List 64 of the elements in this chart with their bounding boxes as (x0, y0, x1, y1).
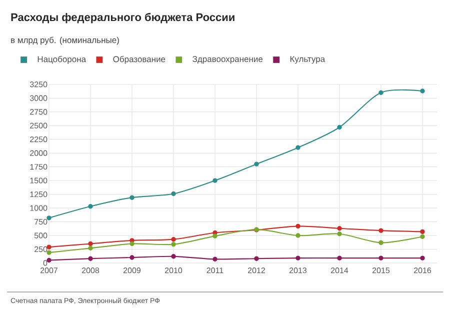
x-tick-label: 2015 (372, 268, 390, 274)
point (212, 178, 218, 183)
point (337, 256, 342, 260)
y-tick-label: 2500 (30, 122, 48, 128)
point (296, 256, 300, 260)
y-tick-label: 0 (43, 260, 48, 266)
x-tick-label: 2012 (248, 268, 265, 274)
y-tick-label: 1500 (30, 178, 48, 184)
y-tick-label: 2750 (30, 109, 48, 115)
legend-label: Образование (113, 56, 166, 64)
point (420, 234, 425, 239)
point (212, 234, 218, 238)
y-tick-label: 250 (34, 246, 48, 252)
point (130, 241, 134, 246)
y-tick-label: 2250 (30, 136, 48, 142)
point (378, 256, 384, 260)
point (378, 240, 384, 245)
point (337, 232, 342, 236)
y-tick-label: 1250 (30, 191, 48, 198)
point (171, 237, 176, 242)
point (88, 256, 93, 261)
legend-label: Нацоборона (38, 56, 86, 64)
x-tick-label: 2007 (40, 268, 58, 274)
point (130, 195, 134, 200)
point (337, 124, 342, 130)
x-tick-label: 2009 (124, 268, 141, 274)
x-tick-label: 2014 (330, 268, 348, 274)
chart-subtitle: в млрд руб. (номинальные) (11, 36, 119, 45)
y-tick-label: 1750 (30, 164, 48, 170)
point (88, 241, 93, 246)
point (378, 228, 384, 233)
point (420, 229, 425, 234)
point (296, 145, 300, 150)
point (171, 191, 176, 196)
y-tick-label: 3000 (30, 95, 48, 101)
chart-title: Расходы федерального бюджета России (11, 12, 234, 24)
point (171, 242, 176, 247)
point (296, 233, 300, 238)
x-tick-label: 2008 (82, 268, 100, 274)
y-tick-label: 500 (34, 232, 48, 238)
point (88, 204, 93, 209)
x-tick-label: 2010 (165, 268, 182, 274)
x-tick-label: 2016 (414, 268, 432, 274)
x-tick-label: 2011 (206, 268, 224, 274)
point (337, 226, 342, 231)
point (420, 88, 425, 94)
point (88, 246, 93, 250)
y-tick-label: 2000 (30, 150, 48, 156)
y-tick-label: 3250 (30, 82, 48, 88)
point (254, 256, 259, 261)
point (46, 250, 52, 255)
y-tick-label: 750 (34, 218, 48, 225)
point (212, 256, 218, 262)
legend-label: Здравоохранение (192, 56, 263, 64)
point (130, 255, 134, 260)
point (378, 90, 384, 95)
point (296, 224, 300, 229)
point (171, 254, 176, 259)
legend-label: Культура (290, 56, 326, 64)
x-tick-label: 2013 (289, 268, 307, 274)
y-tick-label: 1000 (30, 205, 48, 211)
point (46, 216, 52, 220)
point (254, 162, 259, 166)
point (420, 256, 425, 260)
